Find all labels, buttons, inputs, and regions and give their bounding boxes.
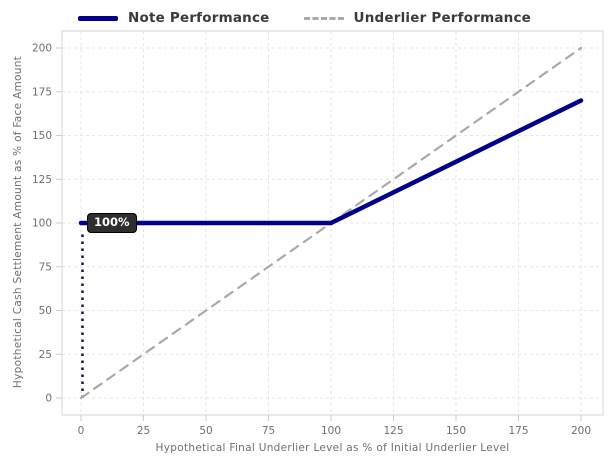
x-tick-label: 175 <box>508 425 528 437</box>
y-tick-label: 100 <box>32 218 52 230</box>
y-tick-label: 75 <box>39 261 52 273</box>
x-tick-label: 50 <box>199 425 212 437</box>
x-tick-label: 125 <box>383 425 403 437</box>
y-tick-label: 175 <box>32 86 52 98</box>
legend-item-note[interactable]: Note Performance <box>77 10 270 26</box>
legend-label-underlier: Underlier Performance <box>353 10 532 26</box>
y-tick-label: 150 <box>32 130 52 142</box>
x-axis-title: Hypothetical Final Underlier Level as % … <box>155 442 510 454</box>
note-line-swatch-icon <box>77 15 118 21</box>
x-tick-label: 0 <box>78 425 85 437</box>
y-tick-label: 200 <box>32 43 52 55</box>
y-tick-label: 25 <box>39 349 52 361</box>
legend-item-underlier[interactable]: Underlier Performance <box>303 10 532 26</box>
y-tick-label: 125 <box>32 174 52 186</box>
note-performance-line <box>78 98 584 226</box>
x-tick-label: 25 <box>137 425 150 437</box>
legend-label-note: Note Performance <box>127 10 270 26</box>
initial-level-annotation: 100% <box>87 213 137 233</box>
y-axis-title: Hypothetical Cash Settlement Amount as %… <box>12 55 24 389</box>
x-tick-label: 150 <box>446 425 466 437</box>
legend: Note Performance Underlier Performance <box>0 6 609 30</box>
x-tick-label: 200 <box>571 425 591 437</box>
y-tick-label: 0 <box>45 393 52 405</box>
underlier-line-swatch-icon <box>303 16 344 20</box>
x-tick-label: 75 <box>262 425 275 437</box>
y-tick-label: 50 <box>39 305 52 317</box>
x-tick-label: 100 <box>321 425 341 437</box>
